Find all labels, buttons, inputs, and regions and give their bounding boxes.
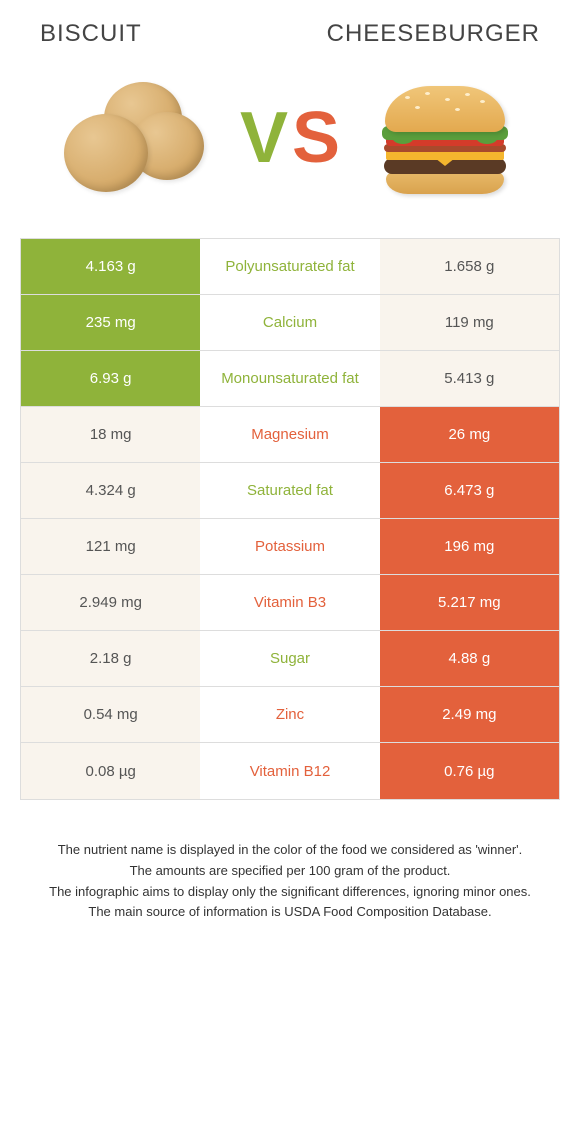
left-value: 2.18 g [21,631,200,686]
biscuit-image [60,78,210,198]
nutrient-label: Polyunsaturated fat [200,239,379,294]
nutrient-table: 4.163 gPolyunsaturated fat1.658 g235 mgC… [20,238,560,800]
nutrient-label: Vitamin B12 [200,743,379,799]
table-row: 121 mgPotassium196 mg [21,519,559,575]
left-value: 235 mg [21,295,200,350]
nutrient-label: Vitamin B3 [200,575,379,630]
left-value: 0.54 mg [21,687,200,742]
right-value: 1.658 g [380,239,559,294]
header: BISCUIT CHEESEBURGER [0,0,580,58]
left-value: 4.163 g [21,239,200,294]
left-value: 4.324 g [21,463,200,518]
footer-line: The main source of information is USDA F… [30,902,550,923]
infographic: BISCUIT CHEESEBURGER VS [0,0,580,963]
nutrient-label: Potassium [200,519,379,574]
right-value: 5.413 g [380,351,559,406]
hero: VS [0,58,580,238]
right-value: 119 mg [380,295,559,350]
food-name-right: CHEESEBURGER [327,20,540,48]
table-row: 0.54 mgZinc2.49 mg [21,687,559,743]
left-value: 18 mg [21,407,200,462]
nutrient-label: Magnesium [200,407,379,462]
vs-v: V [240,97,288,179]
right-value: 6.473 g [380,463,559,518]
left-value: 0.08 µg [21,743,200,799]
table-row: 18 mgMagnesium26 mg [21,407,559,463]
table-row: 4.324 gSaturated fat6.473 g [21,463,559,519]
right-value: 4.88 g [380,631,559,686]
table-row: 235 mgCalcium119 mg [21,295,559,351]
right-value: 2.49 mg [380,687,559,742]
table-row: 2.949 mgVitamin B35.217 mg [21,575,559,631]
right-value: 0.76 µg [380,743,559,799]
footer-notes: The nutrient name is displayed in the co… [30,840,550,923]
nutrient-label: Saturated fat [200,463,379,518]
nutrient-label: Calcium [200,295,379,350]
right-value: 26 mg [380,407,559,462]
footer-line: The infographic aims to display only the… [30,882,550,903]
cheeseburger-image [370,78,520,198]
footer-line: The nutrient name is displayed in the co… [30,840,550,861]
vs-label: VS [240,97,340,179]
right-value: 196 mg [380,519,559,574]
table-row: 6.93 gMonounsaturated fat5.413 g [21,351,559,407]
table-row: 2.18 gSugar4.88 g [21,631,559,687]
left-value: 121 mg [21,519,200,574]
food-name-left: BISCUIT [40,20,142,48]
table-row: 0.08 µgVitamin B120.76 µg [21,743,559,799]
nutrient-label: Zinc [200,687,379,742]
vs-s: S [292,97,340,179]
table-row: 4.163 gPolyunsaturated fat1.658 g [21,239,559,295]
left-value: 6.93 g [21,351,200,406]
nutrient-label: Sugar [200,631,379,686]
left-value: 2.949 mg [21,575,200,630]
footer-line: The amounts are specified per 100 gram o… [30,861,550,882]
nutrient-label: Monounsaturated fat [200,351,379,406]
right-value: 5.217 mg [380,575,559,630]
